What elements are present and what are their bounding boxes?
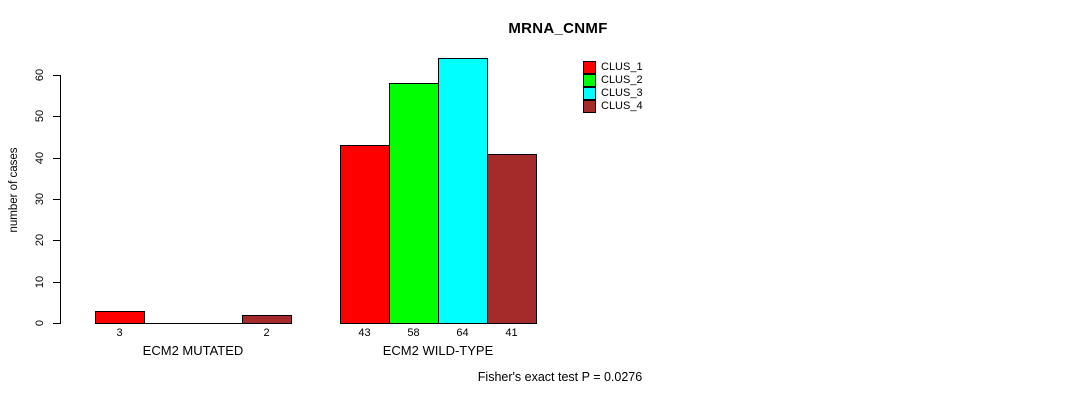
legend-item: CLUS_4 <box>583 99 643 113</box>
legend-swatch <box>583 60 596 74</box>
bar-value-label: 64 <box>456 327 469 339</box>
y-tick <box>53 75 60 76</box>
y-tick <box>53 282 60 283</box>
y-tick-label: 0 <box>34 319 46 327</box>
legend-item: CLUS_3 <box>583 86 643 100</box>
legend-swatch <box>583 73 596 87</box>
y-tick-label: 30 <box>34 192 46 206</box>
bar <box>95 311 145 324</box>
y-tick <box>53 199 60 200</box>
legend-item: CLUS_2 <box>583 73 643 87</box>
bar <box>487 154 537 324</box>
legend-swatch <box>583 86 596 100</box>
legend-label: CLUS_2 <box>601 74 643 86</box>
group-label: ECM2 MUTATED <box>142 343 244 358</box>
legend: CLUS_1 CLUS_2 CLUS_3 CLUS_4 <box>583 60 643 113</box>
bar <box>438 58 488 324</box>
bar <box>389 83 439 324</box>
y-axis-line <box>60 75 61 324</box>
y-tick-label: 10 <box>34 275 46 289</box>
bar-value-label: 2 <box>263 327 270 339</box>
group-baseline <box>95 323 292 324</box>
group-label: ECM2 WILD-TYPE <box>382 343 494 358</box>
y-tick <box>53 158 60 159</box>
chart-title: MRNA_CNMF <box>508 20 608 37</box>
legend-swatch <box>583 99 596 113</box>
bar <box>340 145 390 324</box>
y-tick <box>53 116 60 117</box>
y-tick-label: 20 <box>34 233 46 247</box>
bar-value-label: 43 <box>358 327 371 339</box>
bar-value-label: 41 <box>505 327 518 339</box>
y-tick-label: 60 <box>34 68 46 82</box>
y-tick-label: 40 <box>34 151 46 165</box>
legend-label: CLUS_3 <box>601 87 643 99</box>
legend-item: CLUS_1 <box>583 60 643 74</box>
footer-annotation: Fisher's exact test P = 0.0276 <box>477 370 643 384</box>
legend-label: CLUS_1 <box>601 61 643 73</box>
y-tick-label: 50 <box>34 109 46 123</box>
y-tick <box>53 323 60 324</box>
bar-value-label: 3 <box>116 327 123 339</box>
bar <box>242 315 292 324</box>
y-tick <box>53 240 60 241</box>
bar-value-label: 58 <box>407 327 420 339</box>
legend-label: CLUS_4 <box>601 100 643 112</box>
